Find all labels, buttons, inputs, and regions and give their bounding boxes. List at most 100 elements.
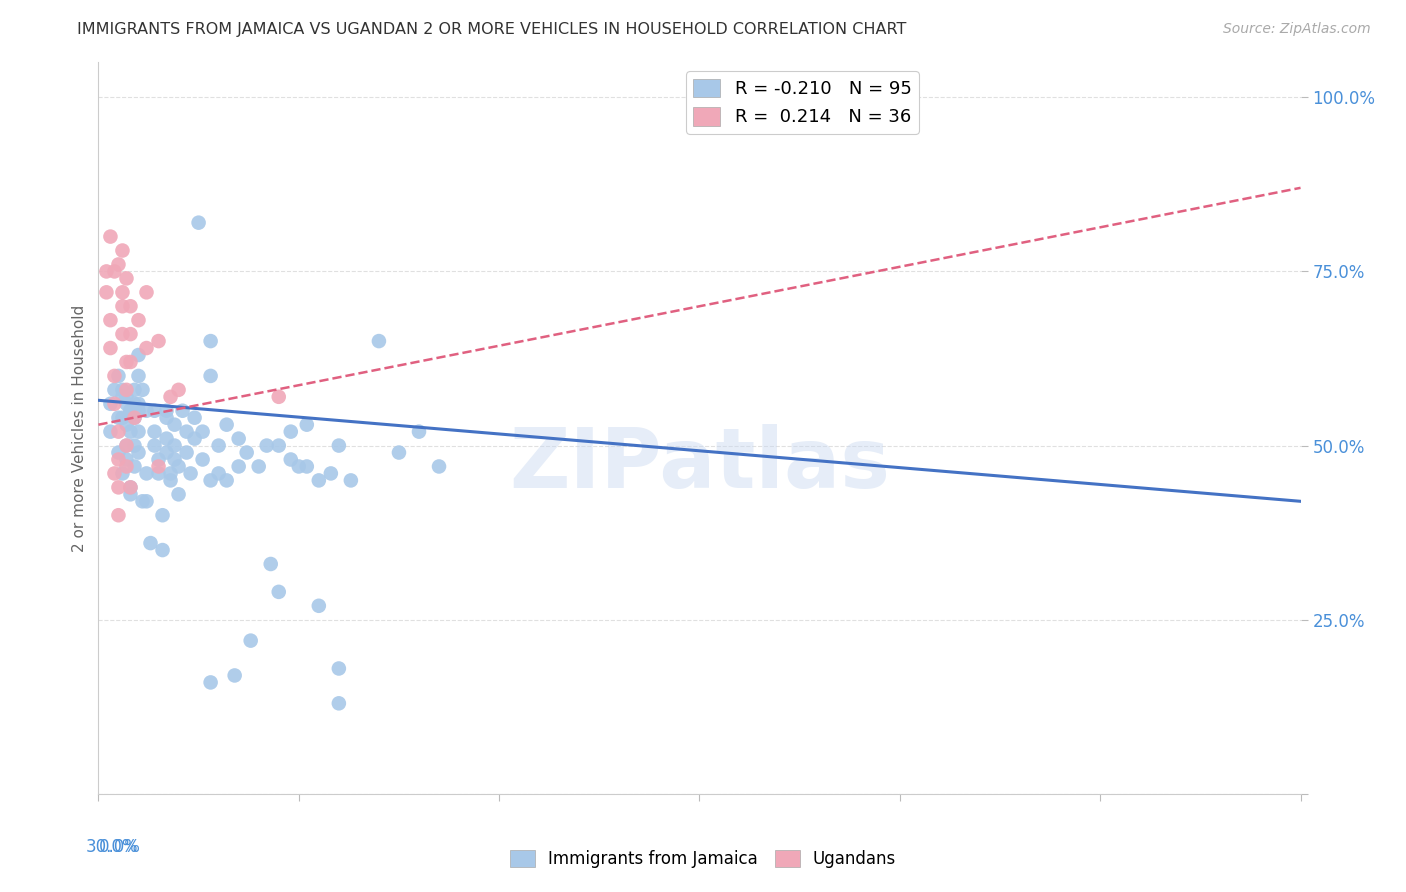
Point [191, 452, 214, 467]
Point [115, 459, 138, 474]
Point [115, 383, 138, 397]
Point [260, 557, 283, 571]
Point [124, 383, 146, 397]
Point [120, 299, 142, 313]
Point [183, 410, 205, 425]
Point [308, 599, 330, 613]
Point [107, 508, 129, 523]
Point [107, 425, 129, 439]
Point [187, 216, 209, 230]
Point [152, 543, 174, 558]
Point [120, 355, 142, 369]
Point [340, 474, 363, 488]
Point [115, 439, 138, 453]
Point [107, 445, 129, 459]
Point [124, 410, 146, 425]
Point [128, 425, 150, 439]
Point [100, 313, 122, 327]
Point [115, 390, 138, 404]
Point [208, 467, 231, 481]
Point [176, 445, 198, 459]
Point [159, 390, 181, 404]
Point [228, 459, 250, 474]
Point [228, 432, 250, 446]
Point [96, 285, 118, 300]
Point [115, 397, 138, 411]
Point [139, 536, 162, 550]
Point [155, 410, 177, 425]
Text: ZIPatlas: ZIPatlas [509, 425, 890, 505]
Point [148, 459, 170, 474]
Point [120, 327, 142, 342]
Point [280, 452, 302, 467]
Point [155, 445, 177, 459]
Point [408, 425, 430, 439]
Point [256, 439, 278, 453]
Point [180, 467, 202, 481]
Point [115, 439, 138, 453]
Point [107, 257, 129, 271]
Y-axis label: 2 or more Vehicles in Household: 2 or more Vehicles in Household [72, 304, 87, 552]
Point [135, 285, 157, 300]
Point [159, 474, 181, 488]
Point [100, 229, 122, 244]
Point [328, 439, 350, 453]
Point [328, 696, 350, 710]
Point [295, 459, 318, 474]
Point [120, 480, 142, 494]
Point [267, 390, 290, 404]
Point [167, 487, 190, 501]
Text: IMMIGRANTS FROM JAMAICA VS UGANDAN 2 OR MORE VEHICLES IN HOUSEHOLD CORRELATION C: IMMIGRANTS FROM JAMAICA VS UGANDAN 2 OR … [77, 22, 907, 37]
Point [111, 467, 134, 481]
Point [120, 403, 142, 417]
Point [124, 410, 146, 425]
Point [135, 494, 157, 508]
Point [163, 452, 186, 467]
Point [200, 675, 222, 690]
Point [111, 285, 134, 300]
Legend: Immigrants from Jamaica, Ugandans: Immigrants from Jamaica, Ugandans [503, 843, 903, 875]
Point [183, 432, 205, 446]
Point [152, 508, 174, 523]
Point [267, 585, 290, 599]
Point [163, 417, 186, 432]
Point [148, 452, 170, 467]
Point [143, 439, 166, 453]
Point [131, 383, 153, 397]
Point [103, 397, 125, 411]
Point [167, 459, 190, 474]
Point [235, 445, 257, 459]
Point [115, 271, 138, 285]
Point [135, 403, 157, 417]
Point [368, 334, 391, 348]
Point [103, 467, 125, 481]
Text: 30.0%: 30.0% [86, 838, 139, 855]
Point [308, 474, 330, 488]
Point [120, 403, 142, 417]
Point [128, 397, 150, 411]
Point [128, 445, 150, 459]
Point [155, 403, 177, 417]
Point [143, 403, 166, 417]
Point [107, 368, 129, 383]
Point [135, 341, 157, 355]
Point [131, 494, 153, 508]
Text: Source: ZipAtlas.com: Source: ZipAtlas.com [1223, 22, 1371, 37]
Point [159, 467, 181, 481]
Point [128, 368, 150, 383]
Point [200, 368, 222, 383]
Point [319, 467, 342, 481]
Point [287, 459, 309, 474]
Point [100, 341, 122, 355]
Point [215, 417, 238, 432]
Point [124, 459, 146, 474]
Point [200, 474, 222, 488]
Text: 0.0%: 0.0% [98, 838, 141, 855]
Point [100, 425, 122, 439]
Point [143, 425, 166, 439]
Point [128, 348, 150, 362]
Point [135, 467, 157, 481]
Point [103, 368, 125, 383]
Point [111, 327, 134, 342]
Point [215, 474, 238, 488]
